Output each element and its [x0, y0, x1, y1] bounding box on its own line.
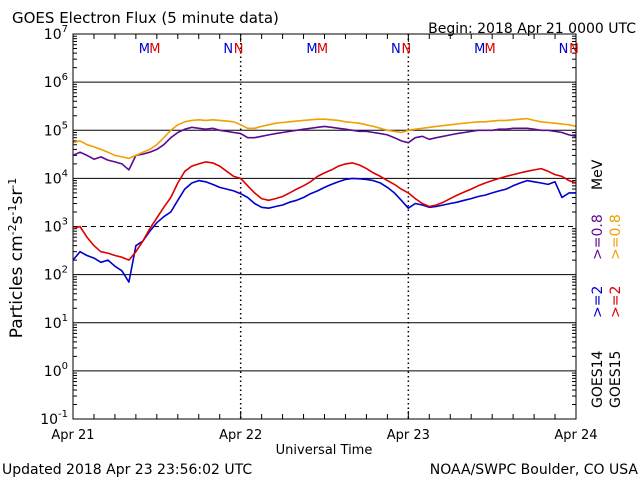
begin-date: Begin: 2018 Apr 21 0000 UTC: [428, 21, 636, 37]
series-line: [72, 161, 577, 261]
legend-goes15-gt2: >=2: [608, 286, 624, 318]
marker-label: M: [317, 42, 328, 57]
y-tick-label: 101: [44, 313, 68, 332]
marker-label: N: [391, 42, 401, 57]
y-tick-label: 104: [44, 168, 68, 187]
marker-label: N: [569, 42, 579, 57]
marker-label: M: [149, 42, 160, 57]
chart-title: GOES Electron Flux (5 minute data): [12, 9, 279, 27]
y-tick-label: 105: [44, 120, 68, 139]
marker-label: M: [474, 42, 485, 57]
marker-label: N: [234, 42, 244, 57]
x-tick-label: Apr 23: [387, 428, 430, 443]
x-tick-label: Apr 24: [554, 428, 597, 443]
legend-goes14-gt08: >=0.8: [590, 214, 606, 260]
x-axis-label: Universal Time: [276, 443, 373, 458]
marker-label: N: [401, 42, 411, 57]
updated-timestamp: Updated 2018 Apr 23 23:56:02 UTC: [2, 462, 252, 478]
marker-label: M: [306, 42, 317, 57]
y-tick-label: 106: [44, 72, 68, 91]
credit-label: NOAA/SWPC Boulder, CO USA: [430, 462, 639, 478]
y-tick-label: 107: [44, 24, 68, 43]
y-tick-label: 103: [44, 217, 68, 236]
legend-goes15: GOES15: [608, 351, 624, 408]
plot-frame: [72, 33, 577, 420]
y-axis-label: Particles cm-2s-1sr-1: [6, 178, 27, 339]
legend-goes15-gt08: >=0.8: [608, 214, 624, 260]
y-tick-label: 100: [44, 361, 68, 380]
series-line: [72, 117, 577, 160]
legend: GOES14 GOES15 >=2 >=2 >=0.8 >=0.8 MeV: [590, 159, 624, 408]
series-line: [72, 177, 576, 283]
marker-label: N: [559, 42, 569, 57]
x-tick-label: Apr 22: [219, 428, 262, 443]
y-tick-label: 102: [44, 265, 68, 284]
legend-goes14: GOES14: [590, 350, 606, 408]
y-tick-label: 10-1: [40, 409, 68, 428]
marker-label: M: [485, 42, 496, 57]
legend-goes14-gt2: >=2: [590, 286, 606, 318]
x-tick-label: Apr 21: [51, 428, 94, 443]
series-line: [72, 125, 577, 171]
legend-unit: MeV: [590, 159, 606, 190]
marker-label: N: [223, 42, 233, 57]
marker-label: M: [139, 42, 150, 57]
